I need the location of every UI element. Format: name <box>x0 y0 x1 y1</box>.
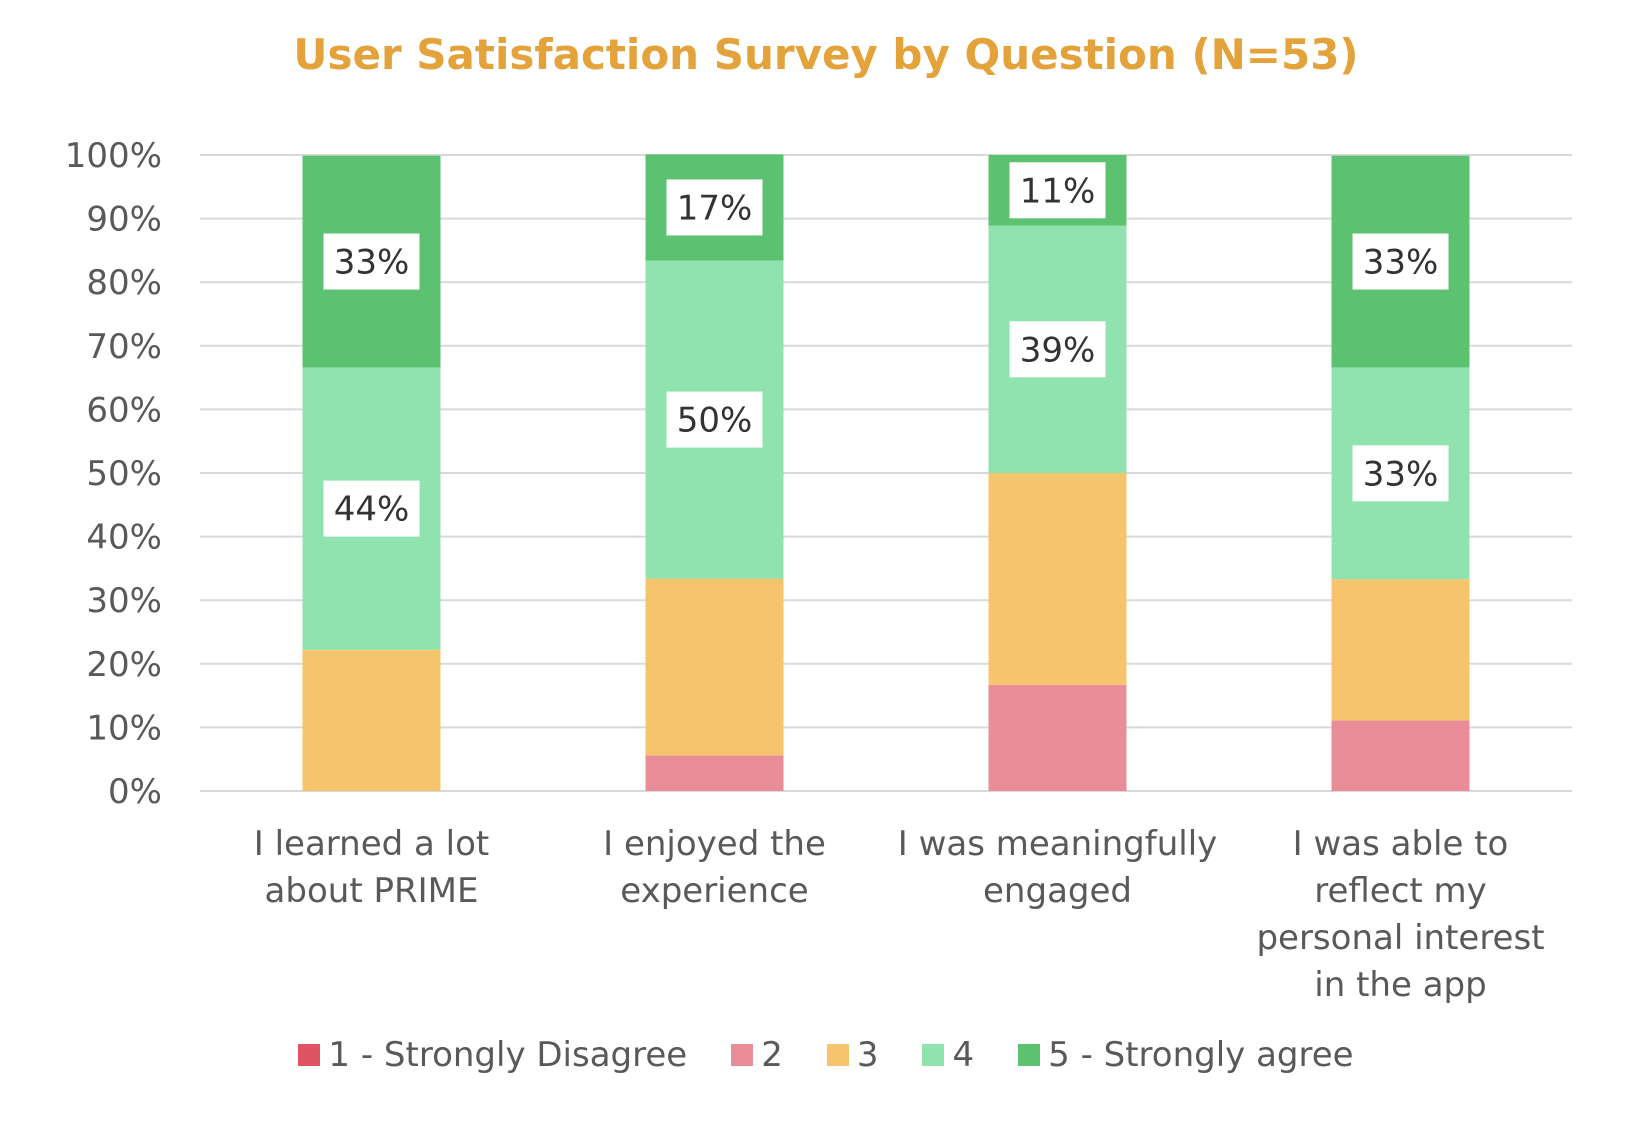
y-tick-label: 90% <box>86 200 162 240</box>
data-label-box <box>323 233 420 290</box>
data-label-box <box>1352 445 1449 502</box>
data-label: 17% <box>677 188 753 228</box>
data-label-box <box>1352 233 1449 290</box>
y-tick-label: 60% <box>86 390 162 430</box>
y-tick-label: 80% <box>86 263 162 303</box>
bar-segment <box>988 684 1127 791</box>
legend-swatch <box>731 1044 754 1066</box>
legend-label: 3 <box>856 1035 879 1075</box>
category-label: I was meaningfully <box>898 824 1218 864</box>
y-tick-label: 0% <box>108 772 162 812</box>
bar-segment <box>645 578 784 756</box>
legend-item: 4 <box>922 1035 974 1075</box>
legend-item: 5 - Strongly agree <box>1018 1035 1354 1075</box>
chart-legend: 1 - Strongly Disagree 2 3 4 5 - Strongly agr… <box>0 1035 1652 1075</box>
category-label: I enjoyed the <box>603 824 826 864</box>
legend-label: 2 <box>761 1035 783 1075</box>
y-tick-label: 30% <box>86 581 162 621</box>
bar-segment <box>1331 579 1470 721</box>
category-label: engaged <box>983 871 1132 911</box>
y-tick-label: 50% <box>86 454 162 494</box>
data-label: 33% <box>1363 454 1439 494</box>
bar-segment <box>645 755 784 791</box>
legend-item: 3 <box>826 1035 879 1075</box>
bar-segment <box>988 473 1127 685</box>
bar-segment <box>1331 720 1470 791</box>
category-label: experience <box>620 871 808 911</box>
legend-swatch <box>1018 1044 1041 1066</box>
data-label-box <box>1009 321 1106 378</box>
data-label: 39% <box>1020 330 1096 370</box>
data-label: 44% <box>334 490 410 530</box>
legend-item: 1 - Strongly Disagree <box>298 1035 687 1075</box>
legend-label: 4 <box>952 1035 975 1075</box>
data-label: 33% <box>1363 243 1439 283</box>
data-label-box <box>1009 162 1106 219</box>
category-label: about PRIME <box>265 871 479 911</box>
data-label: 50% <box>677 401 753 441</box>
category-label: personal interest <box>1256 918 1544 958</box>
legend-item: 2 <box>731 1035 783 1075</box>
legend-swatch <box>298 1044 321 1066</box>
category-label: I learned a lot <box>254 824 490 864</box>
data-label: 11% <box>1020 171 1096 211</box>
data-label-box <box>666 391 763 448</box>
y-tick-label: 10% <box>86 708 162 748</box>
y-tick-label: 100% <box>65 136 162 176</box>
legend-label: 5 - Strongly agree <box>1048 1035 1354 1075</box>
bar-segment <box>302 649 441 791</box>
category-label: reflect my <box>1314 871 1487 911</box>
y-tick-label: 70% <box>86 327 162 367</box>
legend-swatch <box>922 1044 945 1066</box>
legend-swatch <box>826 1044 849 1066</box>
y-tick-label: 40% <box>86 518 162 558</box>
y-tick-label: 20% <box>86 645 162 685</box>
data-label: 33% <box>334 243 410 283</box>
category-label: I was able to <box>1293 824 1509 864</box>
chart-title: User Satisfaction Survey by Question (N=… <box>293 30 1359 79</box>
category-label: in the app <box>1314 965 1486 1005</box>
legend-label: 1 - Strongly Disagree <box>328 1035 688 1075</box>
data-label-box <box>323 480 420 537</box>
data-label-box <box>666 179 763 236</box>
